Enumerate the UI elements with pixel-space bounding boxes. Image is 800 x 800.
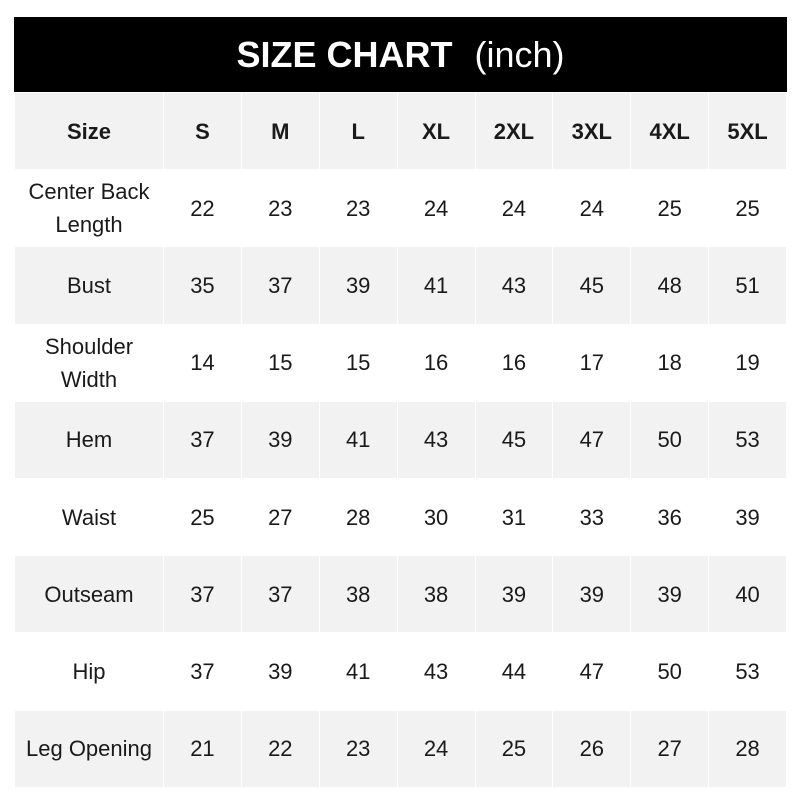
measurement-cell: 39 — [318, 246, 398, 325]
column-header: XL — [396, 91, 476, 171]
column-header: 3XL — [552, 91, 632, 171]
row-label: Hip — [14, 632, 164, 711]
measurement-cell: 53 — [708, 400, 787, 479]
measurement-cell: 37 — [163, 632, 242, 711]
measurement-cell: 14 — [163, 323, 242, 402]
measurement-cell: 38 — [318, 555, 398, 634]
measurement-cell: 25 — [163, 477, 242, 557]
measurement-cell: 39 — [240, 400, 320, 479]
measurement-cell: 25 — [630, 169, 710, 248]
measurement-cell: 37 — [240, 246, 320, 325]
measurement-cell: 38 — [396, 555, 476, 634]
measurement-cell: 44 — [474, 632, 554, 711]
measurement-cell: 50 — [630, 632, 710, 711]
measurement-cell: 23 — [318, 169, 398, 248]
measurement-cell: 16 — [474, 323, 554, 402]
size-chart-table: Size S M L XL 2XL 3XL 4XL 5XL Center Back Length… — [14, 91, 787, 788]
row-label: Shoulder Width — [14, 323, 164, 402]
table-row: Bust 35 37 39 41 43 45 48 51 — [14, 246, 787, 325]
row-label: Waist — [14, 477, 164, 557]
measurement-cell: 31 — [474, 477, 554, 557]
column-header: 4XL — [630, 91, 710, 171]
row-label: Center Back Length — [14, 169, 164, 248]
size-chart-title: SIZE CHART (inch) — [14, 17, 787, 92]
measurement-cell: 27 — [240, 477, 320, 557]
measurement-cell: 50 — [630, 400, 710, 479]
column-header: S — [163, 91, 242, 171]
measurement-cell: 18 — [630, 323, 710, 402]
measurement-cell: 25 — [708, 169, 787, 248]
measurement-cell: 43 — [396, 632, 476, 711]
measurement-cell: 37 — [163, 400, 242, 479]
title-unit: (inch) — [474, 33, 565, 75]
measurement-cell: 21 — [163, 709, 242, 788]
measurement-cell: 16 — [396, 323, 476, 402]
measurement-cell: 43 — [474, 246, 554, 325]
column-header: 5XL — [708, 91, 787, 171]
measurement-cell: 39 — [708, 477, 787, 557]
measurement-cell: 30 — [396, 477, 476, 557]
measurement-cell: 22 — [240, 709, 320, 788]
table-row: Shoulder Width 14 15 15 16 16 17 18 19 — [14, 323, 787, 402]
measurement-cell: 27 — [630, 709, 710, 788]
table-row: Waist 25 27 28 30 31 33 36 39 — [14, 477, 787, 557]
measurement-cell: 15 — [240, 323, 320, 402]
measurement-cell: 17 — [552, 323, 632, 402]
measurement-cell: 40 — [708, 555, 787, 634]
measurement-cell: 28 — [318, 477, 398, 557]
column-header: M — [240, 91, 320, 171]
measurement-cell: 39 — [630, 555, 710, 634]
measurement-cell: 15 — [318, 323, 398, 402]
table-row: Hip 37 39 41 43 44 47 50 53 — [14, 632, 787, 711]
table-row: Hem 37 39 41 43 45 47 50 53 — [14, 400, 787, 479]
table-row: Center Back Length 22 23 23 24 24 24 25 25 — [14, 169, 787, 248]
row-label: Bust — [14, 246, 164, 325]
measurement-cell: 53 — [708, 632, 787, 711]
table-row: Outseam 37 37 38 38 39 39 39 40 — [14, 555, 787, 634]
measurement-cell: 43 — [396, 400, 476, 479]
measurement-cell: 45 — [474, 400, 554, 479]
measurement-cell: 19 — [708, 323, 787, 402]
measurement-cell: 48 — [630, 246, 710, 325]
column-header: L — [318, 91, 398, 171]
measurement-cell: 36 — [630, 477, 710, 557]
measurement-cell: 24 — [474, 169, 554, 248]
measurement-cell: 51 — [708, 246, 787, 325]
measurement-cell: 47 — [552, 632, 632, 711]
table-row: Leg Opening 21 22 23 24 25 26 27 28 — [14, 709, 787, 788]
measurement-cell: 39 — [474, 555, 554, 634]
column-header: Size — [14, 91, 164, 171]
row-label: Leg Opening — [14, 709, 164, 788]
column-header: 2XL — [474, 91, 554, 171]
row-label: Outseam — [14, 555, 164, 634]
table-header-row: Size S M L XL 2XL 3XL 4XL 5XL — [14, 91, 787, 171]
measurement-cell: 45 — [552, 246, 632, 325]
measurement-cell: 41 — [318, 400, 398, 479]
measurement-cell: 26 — [552, 709, 632, 788]
measurement-cell: 24 — [396, 169, 476, 248]
title-main: SIZE CHART — [236, 33, 453, 75]
measurement-cell: 41 — [396, 246, 476, 325]
measurement-cell: 37 — [163, 555, 242, 634]
row-label: Hem — [14, 400, 164, 479]
measurement-cell: 47 — [552, 400, 632, 479]
measurement-cell: 28 — [708, 709, 787, 788]
measurement-cell: 41 — [318, 632, 398, 711]
measurement-cell: 24 — [396, 709, 476, 788]
measurement-cell: 22 — [163, 169, 242, 248]
measurement-cell: 35 — [163, 246, 242, 325]
measurement-cell: 23 — [240, 169, 320, 248]
measurement-cell: 33 — [552, 477, 632, 557]
measurement-cell: 23 — [318, 709, 398, 788]
measurement-cell: 39 — [552, 555, 632, 634]
measurement-cell: 24 — [552, 169, 632, 248]
measurement-cell: 39 — [240, 632, 320, 711]
measurement-cell: 37 — [240, 555, 320, 634]
measurement-cell: 25 — [474, 709, 554, 788]
